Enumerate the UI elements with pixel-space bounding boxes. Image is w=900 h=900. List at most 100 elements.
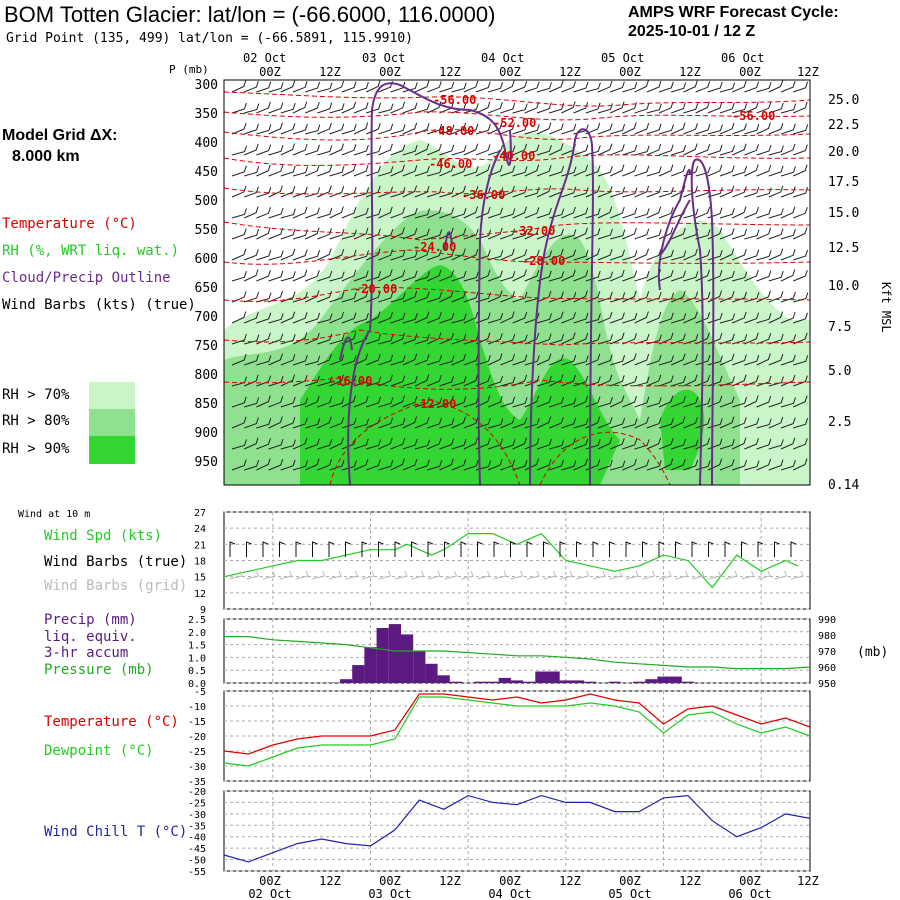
top-date-label: 06 Oct [721, 51, 764, 65]
wind-barb [512, 334, 528, 345]
wind-barb [622, 144, 638, 156]
wind-barb [622, 227, 637, 240]
wind-barb [500, 122, 515, 135]
wind-barb [280, 354, 296, 366]
wind-10m-title: Wind at 10 m [18, 509, 91, 520]
wind-barb [756, 122, 771, 135]
wind-barb [414, 208, 431, 219]
wind-barb-grid [328, 570, 342, 580]
wind-barb [561, 354, 577, 366]
wind-barb [329, 143, 344, 156]
top-hour-label: 00Z [379, 65, 401, 79]
pressure-tick-label: 970 [818, 647, 836, 658]
wind-barb-true [757, 541, 764, 557]
wind-barb [780, 143, 796, 156]
wind-barb [732, 291, 747, 303]
wind-barb [768, 459, 784, 471]
wind-barb [658, 438, 674, 450]
wind-barb [488, 164, 503, 177]
wind-barb [695, 397, 711, 408]
wind-barb [390, 101, 406, 114]
wind-barb [658, 269, 674, 282]
wind-barb [671, 102, 686, 114]
wind-barb [768, 291, 784, 303]
wind-barb [268, 353, 283, 366]
bottom-hour-label: 00Z [619, 874, 641, 888]
bottom-date-label: 04 Oct [488, 887, 531, 900]
wind-barb [585, 270, 601, 282]
wind-barb [573, 395, 589, 408]
y-tick-label: -50 [188, 856, 206, 867]
wind-barb [634, 122, 650, 135]
wind-barb [585, 333, 601, 345]
bottom-hour-label: 00Z [499, 874, 521, 888]
wind-barb [793, 269, 808, 282]
wind-barb [780, 397, 796, 408]
wind-barb [731, 143, 747, 156]
wind-barb [646, 354, 662, 366]
wind-barb [634, 353, 650, 366]
wind-barb [548, 374, 564, 387]
wind-barb [561, 460, 577, 471]
wind-barb [244, 354, 259, 366]
wind-barb [231, 248, 247, 261]
wind-barb [292, 249, 308, 261]
wind-barb [305, 101, 320, 114]
wind-barb [292, 437, 308, 450]
wind-barb [439, 418, 455, 429]
wind-barb [439, 395, 454, 408]
wind-barb [341, 144, 357, 156]
wind-barb [744, 417, 760, 429]
wind-barb [475, 124, 491, 135]
top-hour-label: 12Z [797, 65, 819, 79]
wind-barb [719, 439, 735, 450]
wind-barb [231, 416, 247, 429]
wind-barb-grid [642, 570, 656, 580]
temperature-panel-legend: Temperature (°C) [44, 714, 179, 730]
wind-barb [353, 187, 370, 198]
wind-barb [793, 81, 808, 93]
wind-barb [427, 229, 443, 240]
wind-barb [732, 417, 747, 429]
wind-barb [695, 166, 711, 177]
wind-barb-grid [559, 570, 573, 580]
precip-bar [571, 680, 585, 683]
top-date-label: 02 Oct [243, 51, 286, 65]
wind-barb [768, 376, 784, 387]
wind-barb [707, 270, 723, 282]
wind-barb [341, 229, 357, 240]
wind-barb [756, 207, 772, 219]
wind-barb [500, 459, 516, 471]
wind-barb [524, 332, 540, 345]
wind-barb [658, 207, 674, 219]
y-tick-label: 9 [200, 605, 206, 616]
wind-barb [634, 396, 650, 408]
wind-barb [439, 332, 454, 345]
wind-barb [793, 292, 809, 303]
wind-barb [524, 395, 540, 408]
cloud-outline [347, 82, 512, 486]
wind-barb [671, 227, 686, 240]
wind-barb [463, 80, 479, 93]
wind-barb [524, 144, 540, 156]
wind-barb [317, 396, 333, 408]
wind-barb [280, 208, 296, 219]
wind-barb [744, 355, 760, 366]
wind-barb [536, 122, 552, 135]
wind-barb [378, 123, 394, 135]
wind-barb [573, 438, 589, 450]
temperature-contour [223, 187, 811, 195]
wind-barb [549, 228, 564, 240]
wind-barb [378, 374, 393, 387]
wind-barb [768, 396, 784, 408]
wind-barb [622, 290, 637, 303]
wind-barb [341, 312, 357, 324]
wind-barb [487, 122, 503, 135]
wind-barb [622, 207, 638, 219]
wind-barb [341, 332, 357, 345]
rh90-region [300, 265, 620, 485]
bottom-hour-label: 12Z [559, 874, 581, 888]
wind-barb [622, 418, 638, 429]
wind-barb [341, 460, 357, 471]
wind-barb [756, 250, 772, 261]
